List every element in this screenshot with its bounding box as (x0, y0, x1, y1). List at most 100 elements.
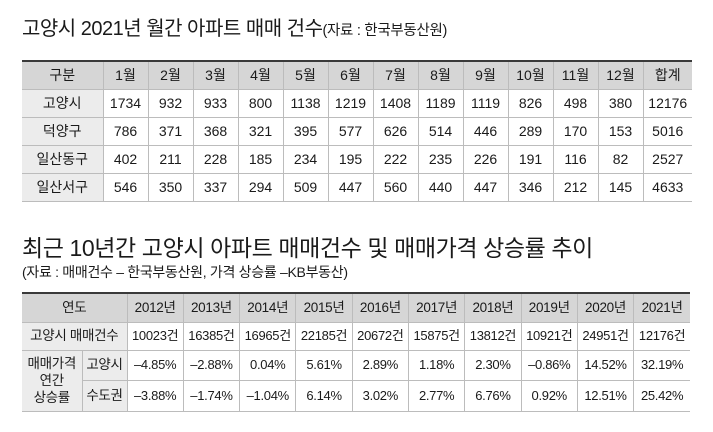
value-cell: 1408 (372, 88, 419, 118)
price-change-cell: –3.88% (126, 379, 184, 412)
value-cell: 234 (282, 144, 329, 174)
year-column-header: 2020년 (576, 292, 635, 323)
table-row: 수도권 –3.88% –1.74% –1.04% 6.14% 3.02% 2.77% 6.76… (22, 379, 690, 412)
month-column-header: 1월 (102, 60, 149, 90)
count-cell: 10921건 (520, 321, 578, 351)
table-header-row: 구분 1월 2월 3월 4월 5월 6월 7월 8월 9월 10월 11월 12월 합계 (22, 60, 692, 90)
total-cell: 5016 (642, 116, 692, 146)
month-column-header: 4월 (237, 60, 284, 90)
table-row: 일산동구 402 211 228 185 234 195 222 235 226 191 116 82 2… (22, 144, 692, 174)
value-cell: 933 (192, 88, 239, 118)
price-change-cell: 1.18% (407, 349, 466, 381)
value-cell: 1734 (102, 88, 149, 118)
table-body: 고양시 1734 932 933 800 1138 1219 1408 1189 1119 826 4… (22, 88, 692, 202)
monthly-sales-source: (자료 : 한국부동산원) (322, 23, 448, 39)
price-change-cell: 2.30% (464, 349, 522, 381)
year-header-label: 연도 (22, 292, 128, 323)
count-cell: 16965건 (239, 321, 297, 351)
year-column-header: 2014년 (239, 292, 297, 323)
count-cell: 10023건 (126, 321, 184, 351)
total-cell: 2527 (642, 144, 692, 174)
month-column-header: 12월 (597, 60, 644, 90)
monthly-sales-title: 고양시 2021년 월간 아파트 매매 건수 (22, 18, 323, 40)
price-change-cell: 14.52% (576, 349, 635, 381)
year-column-header: 2017년 (407, 292, 466, 323)
value-cell: 289 (507, 116, 554, 146)
year-column-header: 2018년 (464, 292, 522, 323)
count-cell: 13812건 (464, 321, 522, 351)
value-cell: 350 (147, 172, 194, 202)
table-row: 고양시 1734 932 933 800 1138 1219 1408 1189 1119 826 4… (22, 88, 692, 118)
price-change-cell: 6.14% (295, 379, 353, 412)
price-change-cell: 2.89% (351, 349, 409, 381)
count-row-label: 고양시 매매건수 (22, 321, 128, 351)
value-cell: 1219 (327, 88, 374, 118)
table-row: 일산서구 546 350 337 294 509 447 560 440 447 346 212 145… (22, 172, 692, 202)
value-cell: 395 (282, 116, 329, 146)
price-change-cell: –2.88% (182, 349, 241, 381)
value-cell: 195 (327, 144, 374, 174)
year-column-header: 2012년 (126, 292, 184, 323)
value-cell: 1138 (282, 88, 329, 118)
value-cell: 235 (417, 144, 464, 174)
value-cell: 800 (237, 88, 284, 118)
value-cell: 446 (462, 116, 509, 146)
total-cell: 4633 (642, 172, 692, 202)
yearly-trend-table: 연도 2012년 2013년 2014년 2015년 2016년 2017년 2018년 201… (22, 292, 690, 412)
count-cell: 15875건 (407, 321, 466, 351)
price-change-cell: 5.61% (295, 349, 353, 381)
table-row: 매매가격 연간 상승률 고양시 –4.85% –2.88% 0.04% 5.61% 2.89% 1… (22, 349, 690, 412)
value-cell: 222 (372, 144, 419, 174)
table-row: 덕양구 786 371 368 321 395 577 626 514 446 289 170 153 5… (22, 116, 692, 146)
row-label: 일산서구 (22, 172, 104, 202)
count-cell: 22185건 (295, 321, 353, 351)
value-cell: 185 (237, 144, 284, 174)
price-change-cell: 6.76% (464, 379, 522, 412)
value-cell: 321 (237, 116, 284, 146)
value-cell: 932 (147, 88, 194, 118)
price-change-group-label-line: 상승률 (33, 390, 71, 405)
table-row: 고양시 매매건수 10023건 16385건 16965건 22185건 20672건 15… (22, 321, 690, 351)
value-cell: 337 (192, 172, 239, 202)
value-cell: 228 (192, 144, 239, 174)
price-change-cell: 32.19% (633, 349, 690, 381)
value-cell: 212 (552, 172, 599, 202)
year-column-header: 2016년 (351, 292, 409, 323)
value-cell: 826 (507, 88, 554, 118)
trend-source: (자료 : 매매건수 – 한국부동산원, 가격 상승률 –KB부동산) (22, 264, 348, 280)
month-column-header: 합계 (642, 60, 692, 90)
value-cell: 368 (192, 116, 239, 146)
count-cell: 16385건 (182, 321, 241, 351)
value-cell: 145 (597, 172, 644, 202)
value-cell: 447 (462, 172, 509, 202)
year-column-header: 2021년 (633, 292, 690, 323)
table-header-row: 연도 2012년 2013년 2014년 2015년 2016년 2017년 2018년 201… (22, 292, 690, 323)
row-label: 덕양구 (22, 116, 104, 146)
value-cell: 1119 (462, 88, 509, 118)
value-cell: 346 (507, 172, 554, 202)
price-change-cell: 0.04% (239, 349, 297, 381)
trend-title: 최근 10년간 고양시 아파트 매매건수 및 매매가격 상승률 추이 (22, 235, 593, 261)
value-cell: 546 (102, 172, 149, 202)
count-cell: 12176건 (633, 321, 690, 351)
value-cell: 82 (597, 144, 644, 174)
month-column-header: 8월 (417, 60, 464, 90)
price-change-cell: –1.74% (182, 379, 241, 412)
value-cell: 371 (147, 116, 194, 146)
price-change-cell: –4.85% (126, 349, 184, 381)
price-change-group-label-line: 연간 (39, 373, 65, 388)
value-cell: 514 (417, 116, 464, 146)
table-body: 고양시 매매건수 10023건 16385건 16965건 22185건 20672건 15… (22, 321, 690, 412)
month-column-header: 10월 (507, 60, 554, 90)
year-column-header: 2013년 (182, 292, 241, 323)
price-change-cell: 25.42% (633, 379, 690, 412)
value-cell: 116 (552, 144, 599, 174)
value-cell: 211 (147, 144, 194, 174)
value-cell: 153 (597, 116, 644, 146)
row-label: 고양시 (22, 88, 104, 118)
month-column-header: 3월 (192, 60, 239, 90)
price-change-group-label: 매매가격 연간 상승률 (22, 349, 83, 412)
monthly-sales-heading: 고양시 2021년 월간 아파트 매매 건수(자료 : 한국부동산원) (22, 16, 447, 44)
value-cell: 560 (372, 172, 419, 202)
count-cell: 24951건 (576, 321, 635, 351)
